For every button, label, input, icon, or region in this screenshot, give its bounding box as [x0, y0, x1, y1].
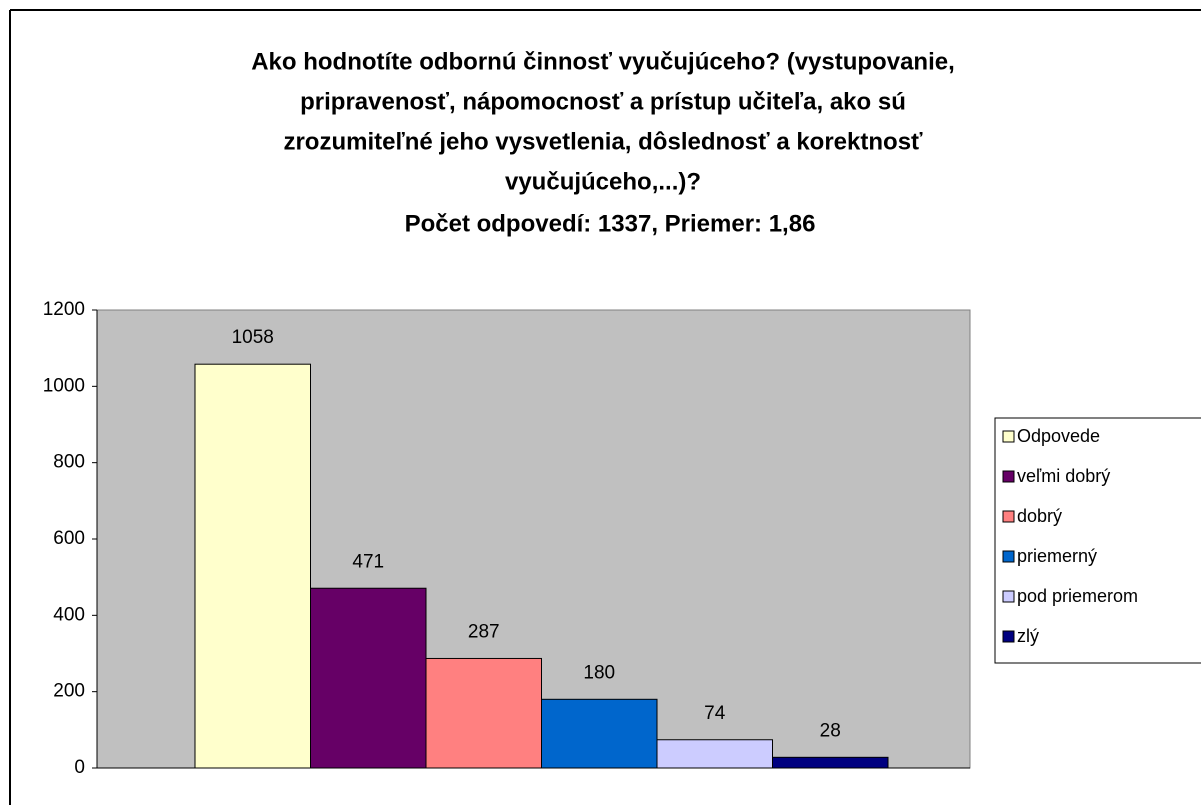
y-tick-label: 800 [53, 452, 85, 473]
bar [541, 698, 658, 769]
y-tick-label: 0 [74, 757, 85, 778]
y-tick-label: 200 [53, 681, 85, 702]
data-label: 471 [352, 551, 384, 572]
chart-title: Ako hodnotíte odbornú činnosť vyučujúceh… [251, 48, 955, 75]
chart-title: pripravenosť, nápomocnosť a prístup učit… [300, 88, 906, 115]
legend-swatch [1002, 510, 1015, 523]
legend-swatch [1002, 590, 1015, 603]
legend-swatch [1002, 470, 1015, 483]
bar [656, 739, 773, 769]
legend-label: zlý [1017, 626, 1039, 646]
y-tick-label: 600 [53, 528, 85, 549]
data-label: 1058 [232, 327, 274, 348]
legend-box [994, 417, 1201, 664]
bar [425, 657, 542, 769]
legend-label: dobrý [1017, 506, 1062, 526]
y-tick-label: 1200 [43, 299, 85, 320]
chart-title: vyučujúceho,...)? [505, 168, 701, 195]
legend-label: priemerný [1017, 546, 1097, 566]
data-label: 28 [820, 720, 841, 741]
bar [772, 756, 889, 769]
legend-swatch [1002, 550, 1015, 563]
y-tick-label: 1000 [43, 375, 85, 396]
legend-swatch [1002, 430, 1015, 443]
legend-swatch [1002, 630, 1015, 643]
bar [194, 363, 311, 769]
data-label: 287 [468, 621, 500, 642]
legend-label: pod priemerom [1017, 586, 1138, 606]
chart-subtitle: Počet odpovedí: 1337, Priemer: 1,86 [405, 210, 816, 237]
bar [310, 587, 427, 769]
chart-title: zrozumiteľné jeho vysvetlenia, dôslednos… [283, 128, 923, 155]
y-tick-label: 400 [53, 604, 85, 625]
data-label: 180 [583, 662, 615, 683]
legend-label: Odpovede [1017, 426, 1100, 446]
data-label: 74 [704, 703, 726, 724]
legend-label: veľmi dobrý [1017, 466, 1110, 486]
